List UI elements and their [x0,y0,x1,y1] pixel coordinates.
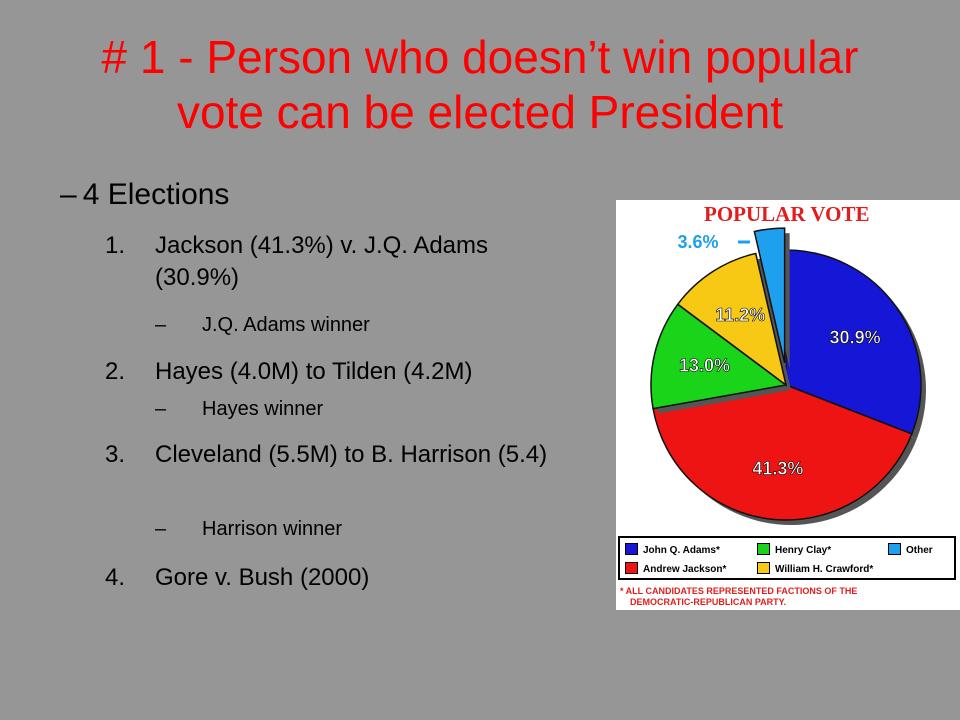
pie-slice-label: 3.6% [677,232,718,252]
legend-item-other: Other [888,543,933,556]
title-line-1: # 1 - Person who doesn’t win popular [101,31,859,83]
item-number: 3. [105,441,126,468]
pie-slice [652,384,913,521]
pie-slice-label: 41.3% [752,458,803,478]
legend-swatch [625,562,638,574]
legend-item-adams: John Q. Adams* [625,543,720,556]
sub-text: Harrison winner [202,518,343,540]
sub-dash: – [155,314,167,336]
legend-label: John Q. Adams* [643,545,720,556]
legend-label: Other [906,545,933,556]
pie-slice-label: 11.2% [715,305,765,325]
item-number: 1. [105,232,126,259]
pie-slice [753,227,786,364]
title-line-2: vote can be elected President [176,86,784,138]
subhead-dash: – [60,178,77,211]
pie-slice [650,303,788,410]
footnote-line-1: * ALL CANDIDATES REPRESENTED FACTIONS OF… [620,586,858,596]
chart-title: POPULAR VOTE [704,202,870,226]
pie-slice-label: 30.9% [830,328,881,348]
sub-dash: – [155,398,167,420]
item-text: Hayes (4.0M) to Tilden (4.2M) [155,358,473,385]
legend-item-clay: Henry Clay* [757,543,831,556]
legend-label: Andrew Jackson* [643,564,727,575]
chart-footnote: * ALL CANDIDATES REPRESENTED FACTIONS OF… [620,586,950,608]
chart-legend: John Q. Adams* Henry Clay* Other Andrew … [618,536,956,580]
legend-swatch [625,543,638,555]
sub-text: J.Q. Adams winner [202,314,370,336]
sub-text: Hayes winner [202,398,324,420]
item-text: Jackson (41.3%) v. J.Q. Adams (30.9%) [155,232,489,291]
legend-label: William H. Crawford* [775,564,874,575]
subhead: –4 Elections [60,178,229,212]
item-number: 4. [105,564,126,591]
legend-swatch [888,543,901,555]
item-text: Cleveland (5.5M) to B. Harrison (5.4) [155,441,548,468]
legend-label: Henry Clay* [775,545,832,556]
pie-chart: 30.9% 41.3% 13.0% 11.2% 3.6% [650,227,926,525]
popular-vote-chart: POPULAR VOTE 30.9% 41.3% 13.0% 11.2% 3.6% Jo… [616,200,960,610]
legend-swatch [757,543,770,555]
legend-item-crawford: William H. Crawford* [757,562,873,575]
subhead-text: 4 Elections [82,178,230,211]
sub-dash: – [155,518,167,540]
pie-slice [676,252,788,387]
pie-slice [785,249,922,435]
pie-slice-label: 13.0% [679,356,730,376]
item-number: 2. [105,358,126,385]
slide-title: # 1 - Person who doesn’t win popular vot… [0,30,960,140]
footnote-line-2: DEMOCRATIC-REPUBLICAN PARTY. [630,597,787,607]
item-text: Gore v. Bush (2000) [155,564,370,591]
legend-swatch [757,562,770,574]
legend-item-jackson: Andrew Jackson* [625,562,726,575]
